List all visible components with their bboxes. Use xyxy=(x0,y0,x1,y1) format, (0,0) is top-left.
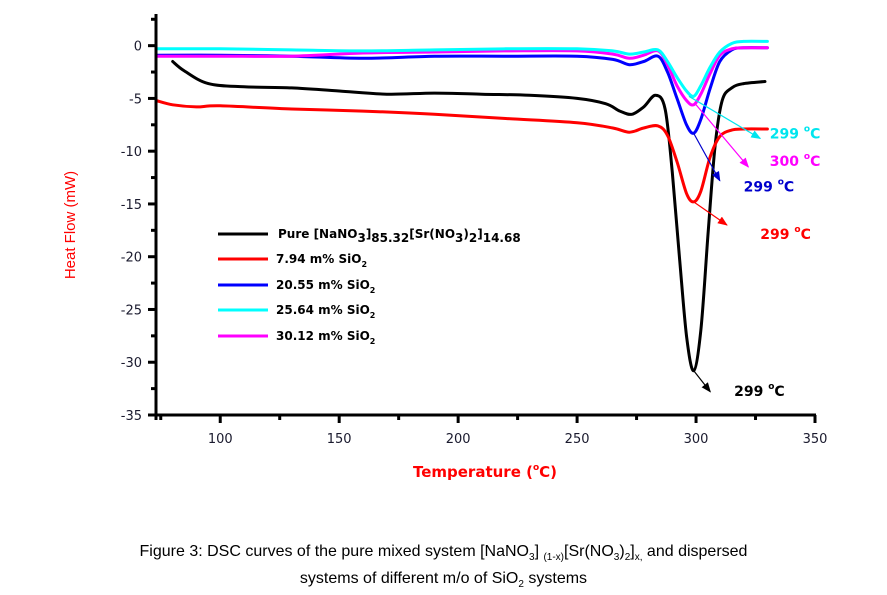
caption-text: and dispersed xyxy=(642,543,748,560)
y-tick-label: -5 xyxy=(129,92,142,107)
caption-text: ] xyxy=(534,543,544,560)
axes: 100 150 200 250 300 350 0 -5 -10 -15 -20 -25 -30 -35 xyxy=(121,14,828,447)
series-line-3 xyxy=(154,46,769,135)
caption-line-2: systems of different m/o of SiO2 systems xyxy=(0,568,887,595)
peak-annotations: 299 oC 300 oC 299 oC 299 oC 299 oC xyxy=(688,95,821,400)
series-line-1 xyxy=(171,60,767,373)
caption-text: systems xyxy=(523,570,588,588)
y-tick-label: -15 xyxy=(121,198,142,213)
caption-sub: 3 xyxy=(529,552,535,564)
legend: Pure [NaNO3]85.32[Sr(NO3)2]14.68 7.94 m% … xyxy=(218,227,521,346)
peak-label-1: 299 oC xyxy=(770,125,821,143)
legend-label-1: Pure [NaNO3]85.32[Sr(NO3)2]14.68 xyxy=(278,227,521,245)
caption-sub: 2 xyxy=(624,552,631,564)
caption-sub: 3 xyxy=(613,552,620,564)
x-tick-label: 200 xyxy=(446,432,471,447)
dsc-chart: 100 150 200 250 300 3500-5-10-15-20-25-30-35 … xyxy=(62,14,828,481)
x-tick-label: 100 xyxy=(208,432,233,447)
legend-label-4: 25.64 m% SiO2 xyxy=(276,303,375,320)
y-tick-label: 0 xyxy=(134,40,142,55)
legend-label-2: 7.94 m% SiO2 xyxy=(276,252,367,269)
series-line-2 xyxy=(154,99,769,204)
legend-label-5: 30.12 m% SiO2 xyxy=(276,329,375,346)
y-axis-label: Heat Flow (mW) xyxy=(62,171,79,279)
caption-text: ) xyxy=(619,543,625,560)
x-tick-label: 350 xyxy=(803,432,828,447)
caption-text: ] xyxy=(630,543,635,560)
y-tick-label: -35 xyxy=(121,409,142,424)
plot-curves xyxy=(154,39,769,373)
peak-label-4: 299 oC xyxy=(760,225,811,243)
peak-arrow-2 xyxy=(695,104,750,168)
x-tick-label: 300 xyxy=(684,432,709,447)
y-tick-label: -20 xyxy=(121,251,142,266)
y-tick-label: -30 xyxy=(121,356,142,371)
degree-symbol: o xyxy=(533,463,539,473)
peak-label-2: 300 oC xyxy=(770,152,821,170)
caption-text: [Sr(NO xyxy=(564,543,614,560)
caption-text: systems of different m/o of SiO xyxy=(299,570,519,588)
peak-arrow-1 xyxy=(688,95,762,140)
caption-line-1: Figure 3: DSC curves of the pure mixed s… xyxy=(0,541,887,568)
y-tick-label: -25 xyxy=(121,303,142,318)
caption-sub: x, xyxy=(634,552,643,564)
peak-arrow-5 xyxy=(693,370,711,393)
legend-label-3: 20.55 m% SiO2 xyxy=(276,278,375,295)
x-axis-label-post: C) xyxy=(539,463,557,481)
figure-caption: Figure 3: DSC curves of the pure mixed s… xyxy=(0,541,887,595)
x-tick-label: 250 xyxy=(565,432,590,447)
peak-label-3: 299 oC xyxy=(744,177,795,195)
y-tick-label: -10 xyxy=(121,145,142,160)
caption-sub: 2 xyxy=(518,579,524,591)
x-axis-label-pre: Temperature ( xyxy=(413,463,533,481)
x-axis-label: Temperature (oC) xyxy=(413,463,557,481)
series-line-4 xyxy=(154,39,769,98)
peak-arrow-4 xyxy=(693,201,728,226)
x-tick-label: 150 xyxy=(327,432,352,447)
caption-text: Figure 3: DSC curves of the pure mixed s… xyxy=(139,543,529,560)
peak-arrow-3 xyxy=(693,132,721,182)
caption-sub: (1-x) xyxy=(543,552,565,564)
peak-label-5: 299 oC xyxy=(734,382,785,400)
